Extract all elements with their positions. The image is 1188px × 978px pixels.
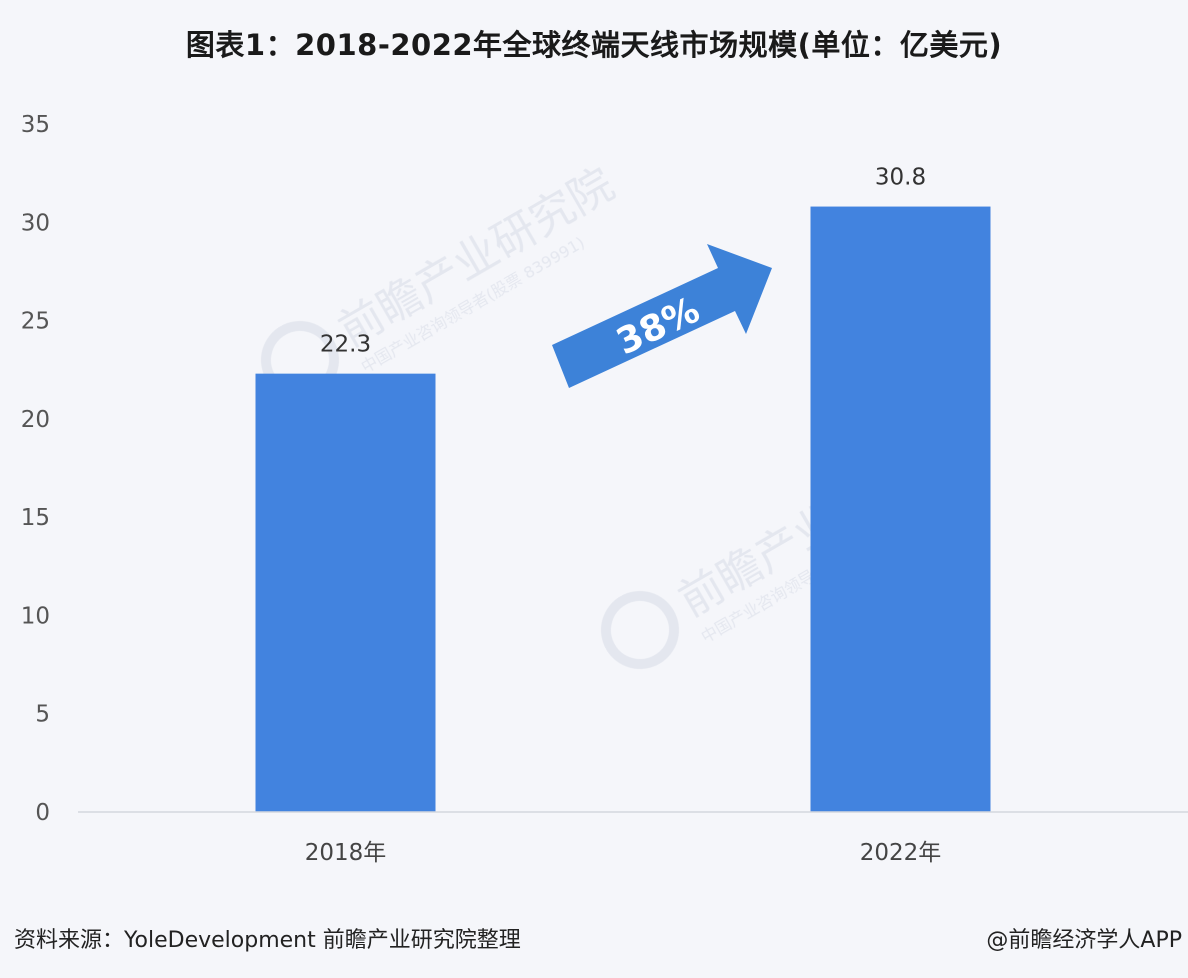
y-tick-label: 20 [21, 407, 50, 433]
growth-arrow-shape [552, 244, 772, 388]
x-axis: 2018年 2022年 [305, 840, 942, 866]
y-tick-label: 25 [21, 309, 50, 335]
y-tick-label: 35 [21, 112, 50, 138]
bars: 22.3 30.8 [255, 165, 991, 812]
data-label: 22.3 [320, 332, 371, 358]
x-tick-label: 2022年 [860, 840, 942, 866]
watermark-text-1: 前瞻产业研究院 [330, 158, 622, 356]
data-label: 30.8 [875, 165, 926, 191]
brand-credit: @前瞻经济学人APP [986, 928, 1182, 953]
source-note: 资料来源：YoleDevelopment 前瞻产业研究院整理 [14, 928, 521, 953]
x-tick-label: 2018年 [305, 840, 387, 866]
y-tick-label: 10 [21, 603, 50, 629]
growth-arrow: 38% [552, 244, 772, 388]
chart-title: 图表1：2018-2022年全球终端天线市场规模(单位：亿美元) [185, 28, 1003, 62]
y-tick-label: 5 [35, 702, 50, 728]
y-axis: 0 5 10 15 20 25 30 35 [21, 112, 50, 826]
bar-2018年 [255, 373, 436, 812]
bar-2022年 [810, 206, 991, 812]
y-tick-label: 30 [21, 210, 50, 236]
y-tick-label: 0 [35, 800, 50, 826]
y-tick-label: 15 [21, 505, 50, 531]
